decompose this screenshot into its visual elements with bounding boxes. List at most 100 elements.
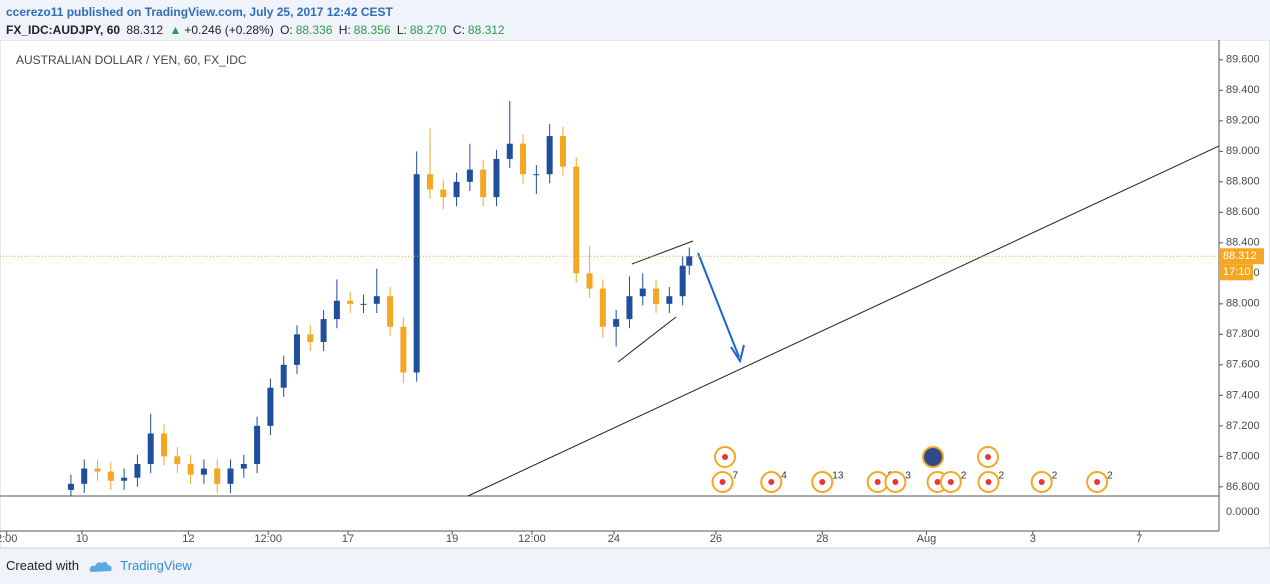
brand: TradingView	[120, 558, 192, 573]
y-tick-label: 89.400	[1226, 84, 1260, 96]
candles	[67, 101, 693, 496]
last-price-box	[1219, 248, 1264, 265]
event-dot	[719, 479, 726, 485]
candle-body	[227, 468, 234, 484]
event-dot	[768, 479, 775, 485]
candle-body	[493, 158, 500, 198]
candle-body	[426, 174, 433, 190]
close: 88.312	[467, 23, 505, 37]
x-tick-label: 19	[446, 533, 458, 545]
candle-body	[293, 334, 300, 365]
x-tick-label: 17	[342, 533, 354, 545]
wedge-upper	[631, 240, 694, 265]
candle-body	[480, 169, 487, 198]
candle-body	[413, 174, 420, 373]
symbol-line: FX_IDC:AUDJPY, 60 88.312 ▲ +0.246 (+0.28%…	[6, 23, 508, 37]
event-dot	[1094, 479, 1101, 485]
candle-body	[200, 468, 207, 475]
last-price-label: 88.312	[1223, 250, 1257, 262]
candle-body	[147, 433, 154, 464]
x-tick-label: Aug	[917, 533, 937, 545]
candle-body	[573, 166, 580, 274]
chart: AUSTRALIAN DOLLAR / YEN, 60, FX_IDC 7 4 13…	[0, 40, 1270, 549]
candle-body	[453, 181, 460, 198]
event-count: 2	[1107, 471, 1113, 482]
change-arrow: ▲	[169, 23, 182, 37]
y-tick-label: 87.600	[1226, 359, 1260, 371]
x-tick-label: 26	[710, 533, 722, 545]
candle-body	[599, 288, 606, 327]
y-tick-label: 88.400	[1226, 237, 1260, 249]
event-count: 7	[733, 471, 739, 482]
y-tick-label: 89.000	[1226, 145, 1260, 157]
open-label: O:	[280, 23, 293, 37]
candle-body	[267, 387, 274, 426]
candle-body	[626, 296, 633, 320]
price: 88.312	[126, 23, 164, 37]
event-dot	[722, 454, 728, 460]
candle-body	[546, 136, 553, 175]
candle-body	[307, 334, 314, 342]
candle-body	[174, 456, 181, 464]
candle-body	[686, 256, 693, 266]
x-tick-label: 10	[76, 533, 88, 545]
y-tick-label: 86.800	[1226, 481, 1260, 493]
countdown-box	[1219, 264, 1253, 281]
candle-body	[506, 143, 513, 159]
x-tick-label: 12:00	[254, 533, 282, 545]
candle-body	[387, 296, 394, 327]
created-with: Created with	[6, 558, 79, 573]
candle-body	[400, 326, 407, 373]
x-tick-label: 12	[182, 533, 194, 545]
publisher-line: ccerezo11 published on TradingView.com, …	[6, 5, 396, 19]
event-stack	[714, 446, 999, 468]
y-tick-label: 88.000	[1226, 298, 1260, 310]
drawings	[467, 145, 1219, 496]
candle-body	[280, 364, 287, 388]
event-flag	[922, 446, 944, 468]
x-tick-label: 2:00	[0, 533, 17, 545]
candle-body	[320, 319, 327, 342]
countdown-label: 17:10	[1223, 266, 1251, 278]
candle-body	[679, 265, 686, 297]
candle-body	[373, 296, 380, 304]
x-tick-label: 3	[1030, 533, 1036, 545]
candle-body	[214, 468, 221, 484]
candle-body	[254, 425, 261, 464]
arrow-head	[730, 344, 745, 364]
publisher: ccerezo11 published on TradingView.com, …	[6, 5, 393, 19]
candle-body	[559, 136, 566, 167]
y-tick-label: 87.000	[1226, 450, 1260, 462]
x-tick-label: 12:00	[518, 533, 546, 545]
event-dot	[1038, 479, 1045, 485]
y-tick-label: 88.800	[1226, 176, 1260, 188]
high: 88.356	[353, 23, 391, 37]
candle-body	[533, 174, 540, 176]
y-tick-label: 88.600	[1226, 206, 1260, 218]
event-count: 2	[998, 471, 1004, 482]
indicator-axis-label: 0.0000	[1226, 506, 1260, 518]
brand-logo	[89, 561, 112, 572]
candle-body	[187, 463, 194, 475]
candle-body	[440, 189, 447, 198]
event-count: 2	[1052, 471, 1058, 482]
candle-body	[613, 319, 620, 327]
candle-body	[240, 463, 247, 469]
arrow-shaft	[697, 252, 740, 358]
candle-body	[586, 273, 593, 289]
event-count: 2	[961, 471, 967, 482]
event-dot	[819, 479, 826, 485]
x-tick-label: 7	[1136, 533, 1142, 545]
chart-title: AUSTRALIAN DOLLAR / YEN, 60, FX_IDC	[16, 53, 247, 67]
high-label: H:	[338, 23, 351, 37]
event-dot	[874, 479, 881, 485]
candle-body	[94, 468, 101, 472]
wedge-lower	[617, 316, 677, 363]
candle-body	[333, 300, 340, 320]
candle-body	[107, 471, 114, 481]
event-dot	[892, 479, 899, 485]
footer: Created with TradingView	[6, 558, 192, 574]
event-count: 4	[781, 471, 787, 482]
y-tick-label: 89.200	[1226, 115, 1260, 127]
